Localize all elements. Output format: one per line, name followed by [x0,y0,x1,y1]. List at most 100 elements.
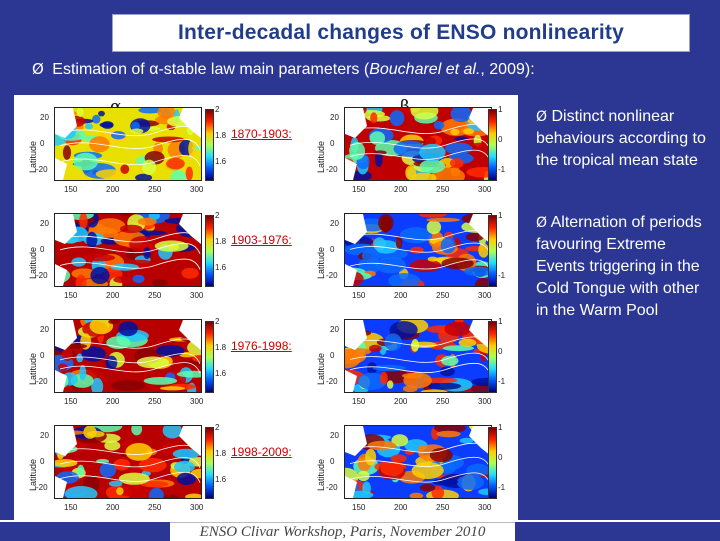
beta-xtick-2-0: 150 [352,291,366,300]
alpha-cbar-tick-1-1: 1.8 [215,131,227,140]
alpha-cbar-tick-4-0: 2 [215,423,220,432]
beta-ylabel-4: Latitude [316,458,326,491]
alpha-ytick-1-0: 20 [40,113,49,122]
alpha-xtick-3-2: 250 [148,397,162,406]
alpha-cbar-tick-1-0: 2 [215,105,220,114]
beta-ylabel-2: Latitude [316,246,326,279]
beta-cbar-tick-3-0: 1 [498,317,503,326]
beta-xtick-4-2: 250 [436,503,450,512]
alpha-xtick-3-3: 300 [190,397,204,406]
beta-ytick-2-0: 20 [330,219,339,228]
alpha-cbar-tick-3-0: 2 [215,317,220,326]
alpha-xtick-2-1: 200 [106,291,120,300]
bullet-1: Ø Distinct nonlinear behaviours accordin… [536,106,716,172]
alpha-ytick-3-1: 0 [40,351,45,360]
beta-cbar-tick-2-2: -1 [498,271,506,280]
subtitle-line: Ø Estimation of α-stable law main parame… [32,60,535,79]
beta-ytick-4-0: 20 [330,431,339,440]
alpha-cbar-tick-3-2: 1.6 [215,369,227,378]
beta-ytick-1-1: 0 [330,139,335,148]
beta-xtick-4-3: 300 [478,503,492,512]
alpha-xtick-3-0: 150 [64,397,78,406]
alpha-xtick-1-1: 200 [106,185,120,194]
alpha-xtick-2-3: 300 [190,291,204,300]
beta-cbar-tick-4-0: 1 [498,423,503,432]
beta-map-3 [344,319,492,393]
bullet-2-text: Alternation of periods favouring Extreme… [536,214,702,319]
alpha-ytick-3-0: 20 [40,325,49,334]
figure-panel: α β 1870-1903: Latitude Latitude 20 20 0 0 -20-… [14,95,518,520]
beta-xtick-2-3: 300 [478,291,492,300]
beta-ytick-2-2: -20 [326,271,338,280]
beta-colorbar-3 [488,321,497,393]
beta-xtick-3-2: 250 [436,397,450,406]
alpha-xtick-3-1: 200 [106,397,120,406]
bullet-1-marker: Ø [536,109,548,125]
alpha-colorbar-4 [205,427,214,499]
beta-map-2 [344,213,492,287]
alpha-map-4 [54,425,202,499]
beta-ytick-3-2: -20 [326,377,338,386]
subtitle-post: , 2009): [480,61,535,78]
beta-map-1 [344,107,492,181]
alpha-colorbar-2 [205,215,214,287]
alpha-cbar-tick-4-1: 1.8 [215,449,227,458]
beta-ytick-2-1: 0 [330,245,335,254]
beta-colorbar-4 [488,427,497,499]
subtitle-pre: Estimation of [52,61,150,78]
beta-colorbar-1 [488,109,497,181]
alpha-xtick-4-3: 300 [190,503,204,512]
alpha-cbar-tick-3-1: 1.8 [215,343,227,352]
beta-xtick-1-0: 150 [352,185,366,194]
subtitle-bullet-icon: Ø [32,60,44,78]
beta-cbar-tick-4-2: -1 [498,483,506,492]
alpha-ytick-4-2: -20 [36,483,48,492]
beta-xtick-4-0: 150 [352,503,366,512]
footer: ENSO Clivar Workshop, Paris, November 20… [170,522,515,541]
beta-xtick-3-0: 150 [352,397,366,406]
beta-cbar-tick-4-1: 0 [498,453,503,462]
alpha-xtick-4-2: 250 [148,503,162,512]
beta-xtick-3-1: 200 [394,397,408,406]
slide-title-text: Inter-decadal changes of ENSO nonlineari… [178,21,624,44]
period-label-1: 1870-1903: [231,127,292,141]
period-label-3: 1976-1998: [231,339,292,353]
bullet-2-marker: Ø [536,215,548,231]
beta-colorbar-2 [488,215,497,287]
alpha-cbar-tick-2-0: 2 [215,211,220,220]
beta-ytick-1-2: -20 [326,165,338,174]
beta-cbar-tick-3-1: 0 [498,347,503,356]
beta-cbar-tick-2-0: 1 [498,211,503,220]
period-label-2: 1903-1976: [231,233,292,247]
beta-cbar-tick-3-2: -1 [498,377,506,386]
beta-xtick-2-2: 250 [436,291,450,300]
alpha-xtick-2-2: 250 [148,291,162,300]
footer-text: ENSO Clivar Workshop, Paris, November 20… [199,523,486,540]
subtitle-alpha: α [149,61,159,78]
footer-divider [0,520,720,522]
alpha-cbar-tick-2-1: 1.8 [215,237,227,246]
beta-ylabel-1: Latitude [316,140,326,173]
period-label-4: 1998-2009: [231,445,292,459]
beta-cbar-tick-1-2: -1 [498,165,506,174]
subtitle-mid: -stable law main parameters ( [158,61,370,78]
beta-map-4 [344,425,492,499]
alpha-xtick-4-1: 200 [106,503,120,512]
alpha-cbar-tick-1-2: 1.6 [215,157,227,166]
alpha-xtick-1-2: 250 [148,185,162,194]
beta-xtick-3-3: 300 [478,397,492,406]
beta-xtick-2-1: 200 [394,291,408,300]
beta-ylabel-3: Latitude [316,352,326,385]
beta-ytick-4-1: 0 [330,457,335,466]
beta-cbar-tick-2-1: 0 [498,241,503,250]
alpha-ytick-4-1: 0 [40,457,45,466]
alpha-map-1 [54,107,202,181]
beta-cbar-tick-1-0: 1 [498,105,503,114]
alpha-colorbar-3 [205,321,214,393]
alpha-xtick-1-0: 150 [64,185,78,194]
alpha-ytick-2-0: 20 [40,219,49,228]
alpha-ytick-3-2: -20 [36,377,48,386]
bullet-2: Ø Alternation of periods favouring Extre… [536,212,716,322]
alpha-map-2 [54,213,202,287]
alpha-ytick-4-0: 20 [40,431,49,440]
